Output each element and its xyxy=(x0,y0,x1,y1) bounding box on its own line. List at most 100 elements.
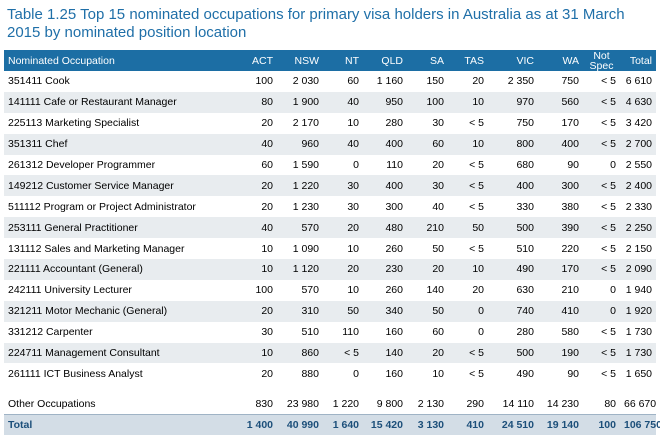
column-header: NSW xyxy=(277,50,323,71)
column-header: Not Spec xyxy=(583,50,620,71)
column-header: TAS xyxy=(448,50,488,71)
value-cell: 1 900 xyxy=(277,91,323,113)
value-cell: < 5 xyxy=(583,217,620,239)
value-cell: 410 xyxy=(448,414,488,436)
value-cell: 280 xyxy=(385,117,403,130)
value-cell: 480 xyxy=(363,217,407,239)
value-cell: 10 xyxy=(347,242,359,255)
table-row: 261312 Developer Programmer 60 1 590 0 110 20… xyxy=(4,155,656,176)
value-cell: 960 xyxy=(277,133,323,155)
value-cell: 0 xyxy=(478,326,484,339)
value-cell: 830 xyxy=(255,398,273,411)
column-header: ACT xyxy=(236,50,277,71)
value-cell: 20 xyxy=(261,117,273,130)
occupation-cell: Total xyxy=(4,414,236,436)
value-cell: 20 xyxy=(323,217,363,239)
value-cell: 680 xyxy=(516,159,534,171)
value-cell: 220 xyxy=(561,242,579,255)
value-cell: 20 xyxy=(407,259,448,280)
value-cell: 0 xyxy=(353,159,359,171)
value-cell: 50 xyxy=(432,242,444,255)
value-cell: 30 xyxy=(407,175,448,197)
occupation-cell: Other Occupations xyxy=(8,398,96,411)
value-cell: < 5 xyxy=(601,326,616,339)
value-cell: 90 xyxy=(567,159,579,171)
value-cell: 880 xyxy=(301,367,319,380)
occupation-cell: 261111 ICT Business Analyst xyxy=(8,367,143,380)
value-cell: 100 xyxy=(255,284,273,297)
value-cell: 300 xyxy=(538,175,583,197)
occupation-cell: 221111 Accountant (General) xyxy=(4,259,236,280)
occupation-cell: 225113 Marketing Specialist xyxy=(8,117,140,130)
value-cell: < 5 xyxy=(448,175,488,197)
value-cell: 10 xyxy=(236,259,277,280)
value-cell: 1 090 xyxy=(292,242,319,255)
table-row: 225113 Marketing Specialist 20 2 170 10 280 3… xyxy=(4,113,656,134)
value-cell: 560 xyxy=(538,91,583,113)
value-cell: 30 xyxy=(323,175,363,197)
value-cell: 20 xyxy=(472,75,484,88)
value-cell: 1 230 xyxy=(292,200,319,213)
value-cell: 100 xyxy=(583,414,620,436)
table-row: 149212 Customer Service Manager 20 1 220 30… xyxy=(4,175,656,197)
value-cell: 100 xyxy=(255,75,273,88)
value-cell: 140 xyxy=(363,342,407,364)
value-cell: 2 350 xyxy=(507,75,534,88)
table-body: 351411 Cook 100 2 030 60 1 160 150 20 2 350 750 <… xyxy=(4,71,660,436)
value-cell: < 5 xyxy=(601,200,616,213)
value-cell: < 5 xyxy=(323,342,363,364)
value-cell: 0 xyxy=(610,159,616,171)
value-cell: 30 xyxy=(432,117,444,130)
column-header: VIC xyxy=(488,50,538,71)
value-cell: 2 550 xyxy=(625,159,652,171)
value-cell: 10 xyxy=(432,367,444,380)
value-cell: 10 xyxy=(347,117,359,130)
value-cell: 50 xyxy=(448,217,488,239)
value-cell: 1 220 xyxy=(277,175,323,197)
value-cell: 1 400 xyxy=(236,414,277,436)
value-cell: 300 xyxy=(385,200,403,213)
value-cell: < 5 xyxy=(601,117,616,130)
value-cell: 280 xyxy=(516,326,534,339)
value-cell: 210 xyxy=(561,284,579,297)
value-cell: 10 xyxy=(347,284,359,297)
value-cell: 20 xyxy=(236,300,277,322)
value-cell: < 5 xyxy=(469,159,484,171)
value-cell: 290 xyxy=(466,398,484,411)
value-cell: 340 xyxy=(363,300,407,322)
value-cell: 80 xyxy=(604,398,616,411)
value-cell: 10 xyxy=(261,242,273,255)
table-title: Table 1.25 Top 15 nominated occupations … xyxy=(7,6,625,41)
value-cell: 260 xyxy=(385,242,403,255)
occupation-cell: 242111 University Lecturer xyxy=(8,284,132,297)
value-cell: 14 230 xyxy=(546,398,579,411)
value-cell: 2 330 xyxy=(625,200,652,213)
value-cell: 0 xyxy=(583,300,620,322)
value-cell: 23 980 xyxy=(286,398,319,411)
value-cell: 60 xyxy=(347,75,359,88)
value-cell: 40 990 xyxy=(277,414,323,436)
value-cell: 400 xyxy=(538,133,583,155)
value-cell: 6 610 xyxy=(625,75,652,88)
value-cell: 30 xyxy=(347,200,359,213)
value-cell: 400 xyxy=(363,133,407,155)
value-cell: 2 090 xyxy=(620,259,656,280)
value-cell: 570 xyxy=(277,217,323,239)
value-cell: 10 xyxy=(448,133,488,155)
value-cell: 860 xyxy=(277,342,323,364)
occupation-cell: 511112 Program or Project Administrator xyxy=(8,200,196,213)
value-cell: 2 250 xyxy=(620,217,656,239)
value-cell: 106 750 xyxy=(620,414,660,436)
total-row: Total 1 400 40 990 1 640 15 420 3 130 410 24 51… xyxy=(4,414,660,436)
value-cell: < 5 xyxy=(469,367,484,380)
value-cell: 160 xyxy=(385,326,403,339)
value-cell: < 5 xyxy=(583,175,620,197)
value-cell: 630 xyxy=(516,284,534,297)
value-cell: < 5 xyxy=(583,133,620,155)
column-header: QLD xyxy=(363,50,407,71)
value-cell: 160 xyxy=(385,367,403,380)
value-cell: 20 xyxy=(236,175,277,197)
value-cell: 400 xyxy=(488,175,538,197)
occupation-cell: 351311 Chef xyxy=(4,133,236,155)
